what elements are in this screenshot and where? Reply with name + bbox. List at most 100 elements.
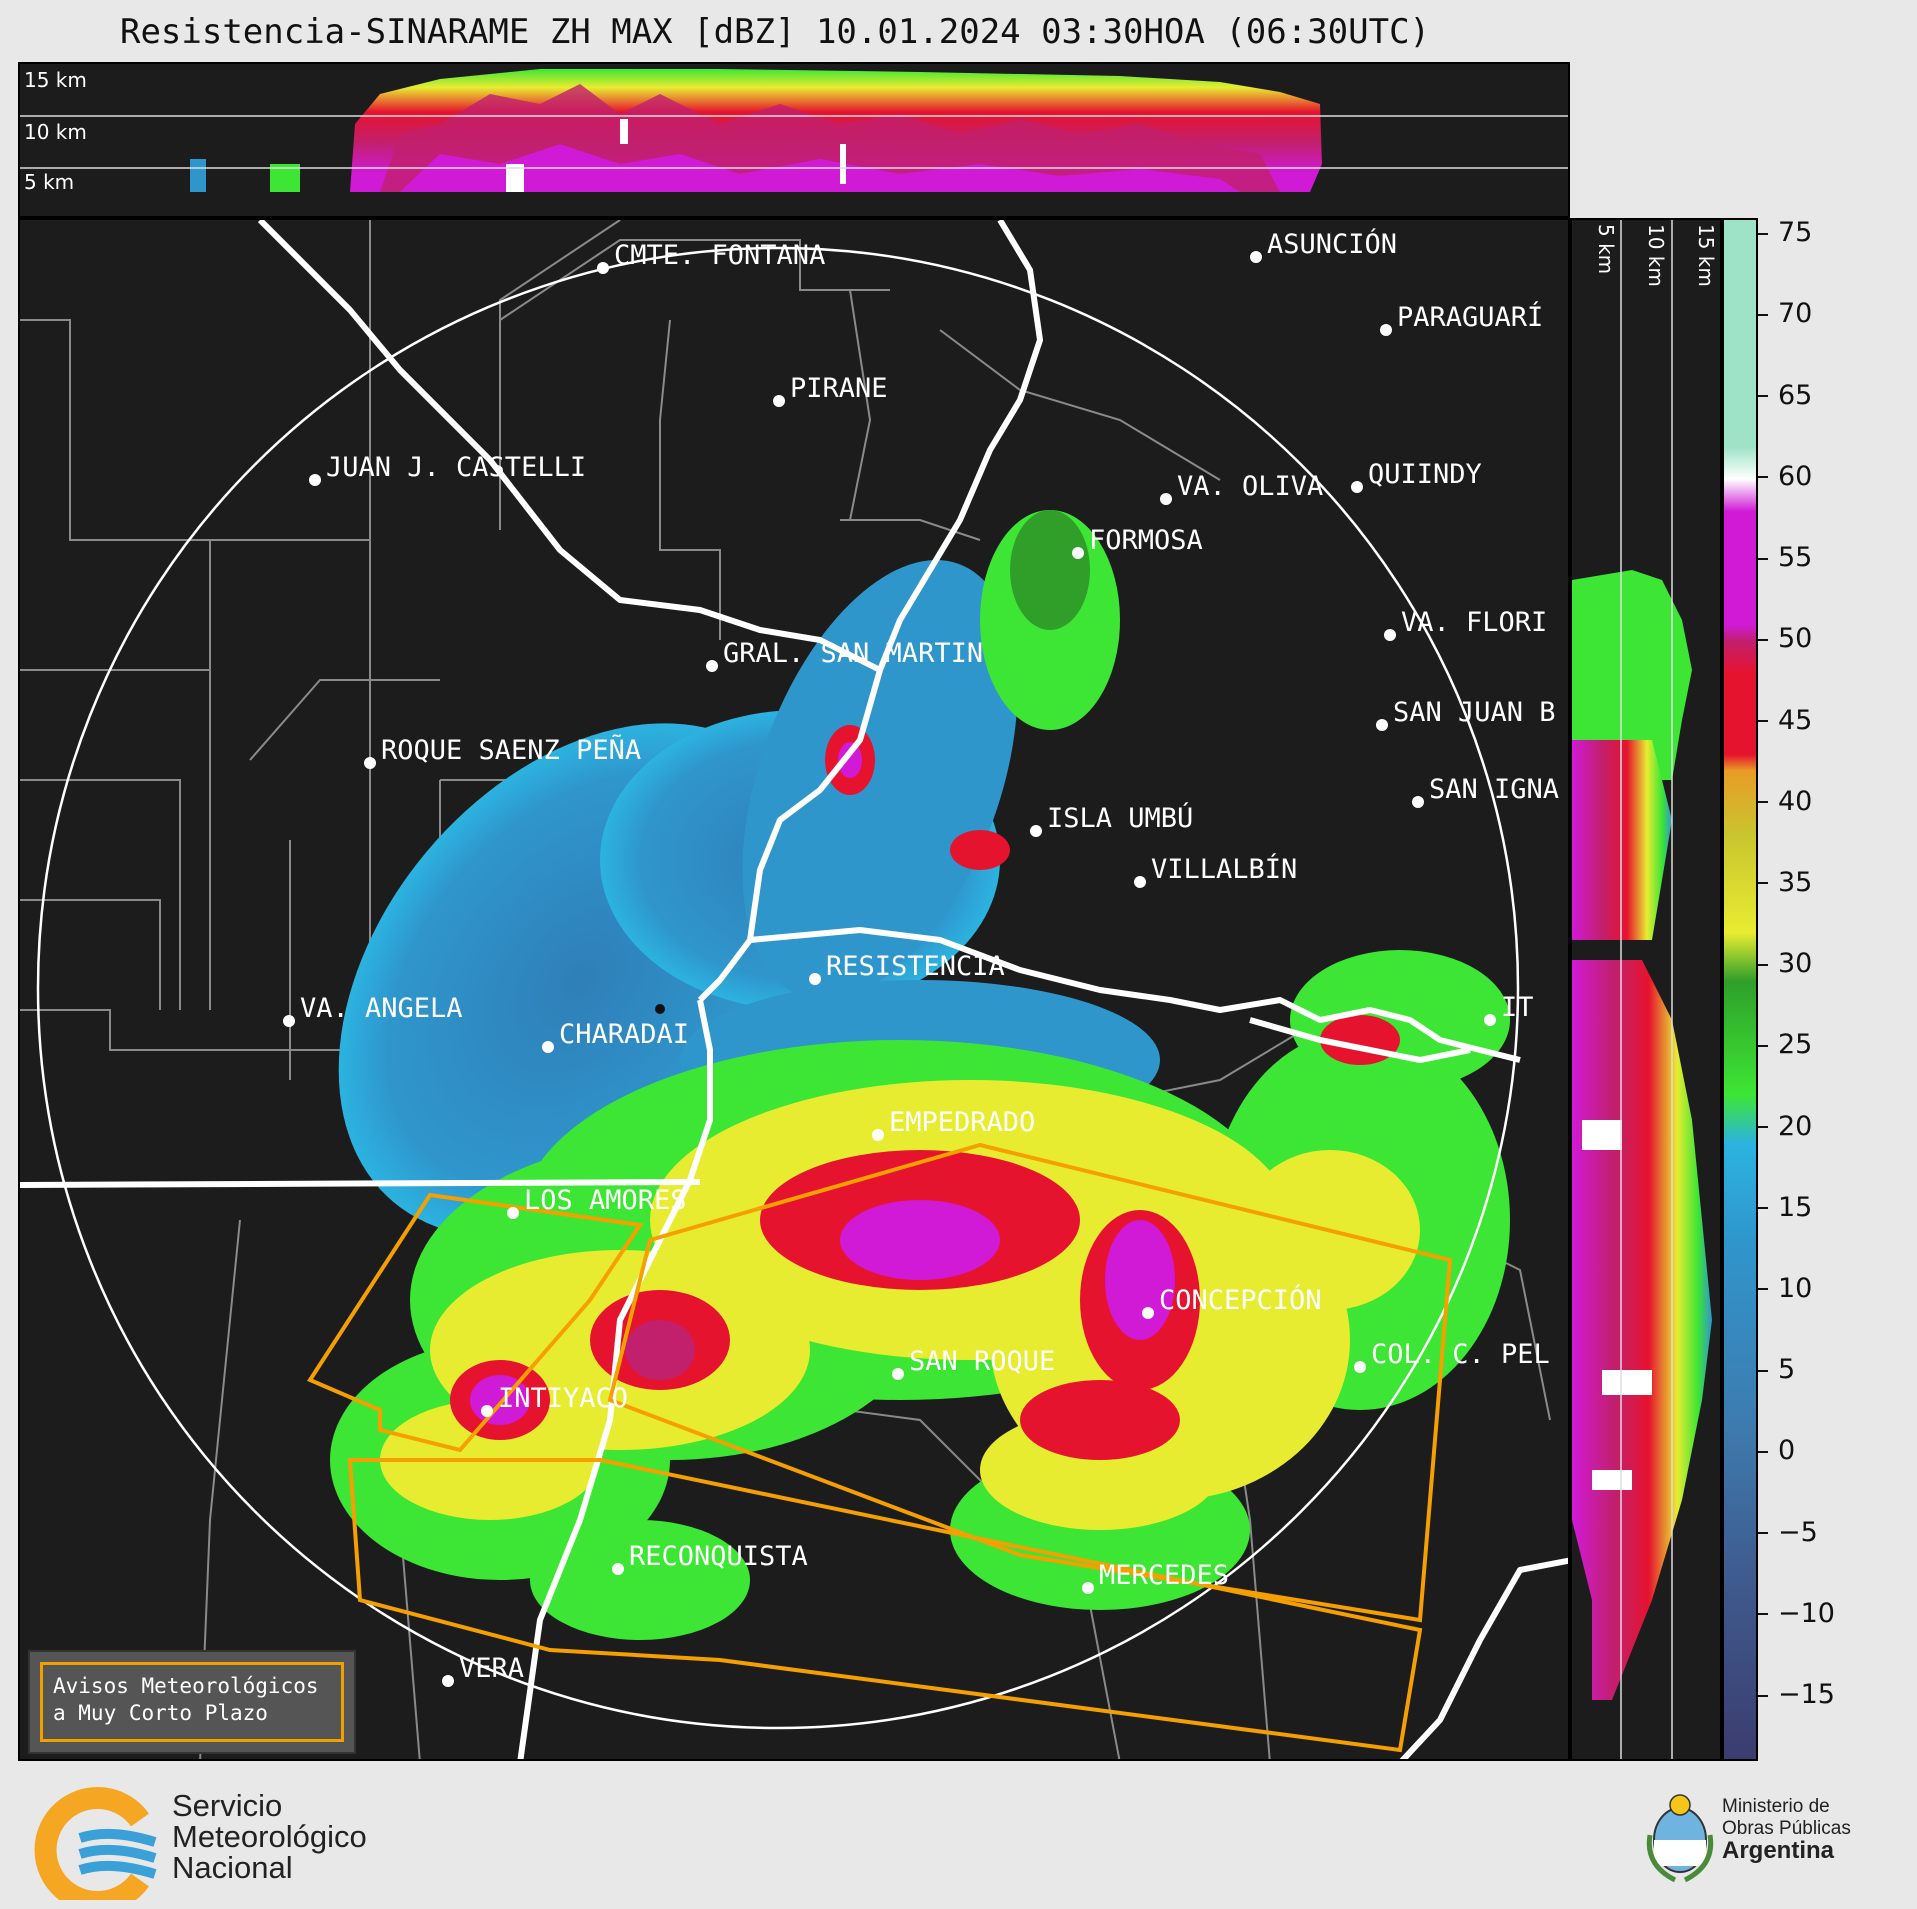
city-marker — [481, 1405, 493, 1417]
side-label-15km: 15 km — [1694, 224, 1718, 287]
city-marker — [1412, 796, 1424, 808]
city-label: VA. OLIVA — [1177, 471, 1323, 502]
smn-line1: Servicio — [172, 1788, 283, 1823]
city-label: GRAL. SAN MARTIN — [723, 638, 983, 669]
colorbar-tick: −5 — [1758, 1517, 1818, 1548]
city-layer: CMTE. FONTANA ASUNCIÓN PIRANE PARAGUARÍ JUAN… — [283, 228, 1559, 1687]
city-marker — [773, 395, 785, 407]
city-marker — [1354, 1361, 1366, 1373]
city-marker — [1380, 324, 1392, 336]
colorbar-tick: 40 — [1758, 786, 1812, 817]
city-marker — [1030, 825, 1042, 837]
side-label-5km: 5 km — [1594, 224, 1618, 275]
city-marker — [1142, 1307, 1154, 1319]
city-label: CONCEPCIÓN — [1159, 1284, 1322, 1316]
colorbar-tick: 35 — [1758, 867, 1812, 898]
ministry-line1: Ministerio de — [1722, 1796, 1830, 1817]
city-marker — [706, 660, 718, 672]
city-marker — [1351, 481, 1363, 493]
city-label: VERA — [459, 1653, 524, 1684]
colorbar-tick: −10 — [1758, 1598, 1835, 1629]
colorbar-tick: 45 — [1758, 705, 1812, 736]
city-label: IT — [1501, 992, 1534, 1023]
city-marker — [507, 1207, 519, 1219]
city-label: JUAN J. CASTELLI — [326, 452, 586, 483]
city-marker — [1250, 251, 1262, 263]
city-label: SAN IGNA — [1429, 774, 1559, 805]
ministry-line3: Argentina — [1722, 1837, 1835, 1864]
smn-line3: Nacional — [172, 1850, 293, 1885]
city-label: SAN JUAN B — [1393, 697, 1556, 728]
city-label: VA. ANGELA — [300, 993, 463, 1024]
city-marker — [1082, 1582, 1094, 1594]
colorbar-tick: 60 — [1758, 461, 1812, 492]
city-marker — [1134, 876, 1146, 888]
warning-polygons — [307, 1142, 1453, 1753]
map-title: Resistencia-SINARAME ZH MAX [dBZ] 10.01.… — [119, 12, 1431, 52]
city-marker — [442, 1675, 454, 1687]
city-label: SAN ROQUE — [909, 1346, 1055, 1377]
colorbar-tick: 70 — [1758, 298, 1812, 329]
colorbar-tick: 65 — [1758, 380, 1812, 411]
vertical-section-side: 5 km 10 km 15 km — [1570, 218, 1722, 1761]
city-marker — [809, 973, 821, 985]
vertical-section-top: 15 km 10 km 5 km — [18, 62, 1570, 218]
city-label: VA. FLORI — [1401, 607, 1547, 638]
city-label: ASUNCIÓN — [1267, 228, 1397, 260]
height-label-15km: 15 km — [24, 68, 87, 92]
city-marker — [612, 1563, 624, 1575]
warning-legend: Avisos Meteorológicos a Muy Corto Plazo — [28, 1650, 356, 1754]
city-label: MERCEDES — [1099, 1560, 1229, 1591]
city-label: PARAGUARÍ — [1397, 301, 1543, 333]
city-label: EMPEDRADO — [889, 1107, 1035, 1138]
top-echo-profile — [20, 69, 1568, 192]
city-marker — [892, 1368, 904, 1380]
colorbar-tick: 5 — [1758, 1354, 1795, 1385]
city-marker — [872, 1129, 884, 1141]
radar-range-ring — [36, 246, 1520, 1730]
ministry-name: Ministerio de Obras Públicas Argentina — [1722, 1796, 1851, 1864]
city-label: VILLALBÍN — [1151, 853, 1297, 885]
colorbar-tick: 25 — [1758, 1029, 1812, 1060]
city-marker — [1484, 1014, 1496, 1026]
colorbar-tick: 15 — [1758, 1192, 1812, 1223]
dbz-colorbar — [1722, 218, 1758, 1761]
height-label-10km: 10 km — [24, 120, 87, 144]
city-label: RECONQUISTA — [629, 1541, 808, 1572]
radar-map-canvas — [20, 220, 1568, 1759]
city-label: QUIINDY — [1368, 459, 1482, 490]
warning-legend-line1: Avisos Meteorológicos — [53, 1674, 319, 1698]
city-marker — [1160, 493, 1172, 505]
city-marker — [364, 757, 376, 769]
colorbar-tick: 20 — [1758, 1111, 1812, 1142]
radar-site-marker — [655, 1004, 665, 1014]
city-marker — [542, 1041, 554, 1053]
city-label: CMTE. FONTANA — [614, 240, 825, 271]
city-marker — [1384, 629, 1396, 641]
city-label: INTIYACO — [498, 1383, 628, 1414]
colorbar-tick: 50 — [1758, 623, 1812, 654]
city-marker — [597, 262, 609, 274]
city-label: RESISTENCIA — [826, 951, 1005, 982]
city-label: COL. C. PEL — [1371, 1339, 1550, 1370]
city-label: FORMOSA — [1089, 525, 1203, 556]
colorbar-tick: 0 — [1758, 1435, 1795, 1466]
radar-map: CMTE. FONTANA ASUNCIÓN PIRANE PARAGUARÍ JUAN… — [18, 218, 1570, 1761]
city-label: LOS AMORES — [524, 1185, 687, 1216]
city-label: PIRANE — [790, 373, 888, 404]
colorbar-tick: −15 — [1758, 1679, 1835, 1710]
smn-line2: Meteorológico — [172, 1819, 367, 1854]
city-marker — [1376, 719, 1388, 731]
city-marker — [1072, 547, 1084, 559]
warning-legend-line2: a Muy Corto Plazo — [53, 1701, 268, 1725]
colorbar-tick: 30 — [1758, 948, 1812, 979]
city-marker — [309, 474, 321, 486]
side-label-10km: 10 km — [1644, 224, 1668, 287]
height-label-5km: 5 km — [24, 170, 75, 194]
side-echo-profile — [1572, 220, 1712, 1759]
colorbar-tick: 10 — [1758, 1273, 1812, 1304]
city-label: ISLA UMBÚ — [1047, 802, 1193, 834]
smn-name: Servicio Meteorológico Nacional — [172, 1790, 367, 1883]
colorbar-tick: 55 — [1758, 542, 1812, 573]
smn-logo-icon — [34, 1787, 157, 1909]
